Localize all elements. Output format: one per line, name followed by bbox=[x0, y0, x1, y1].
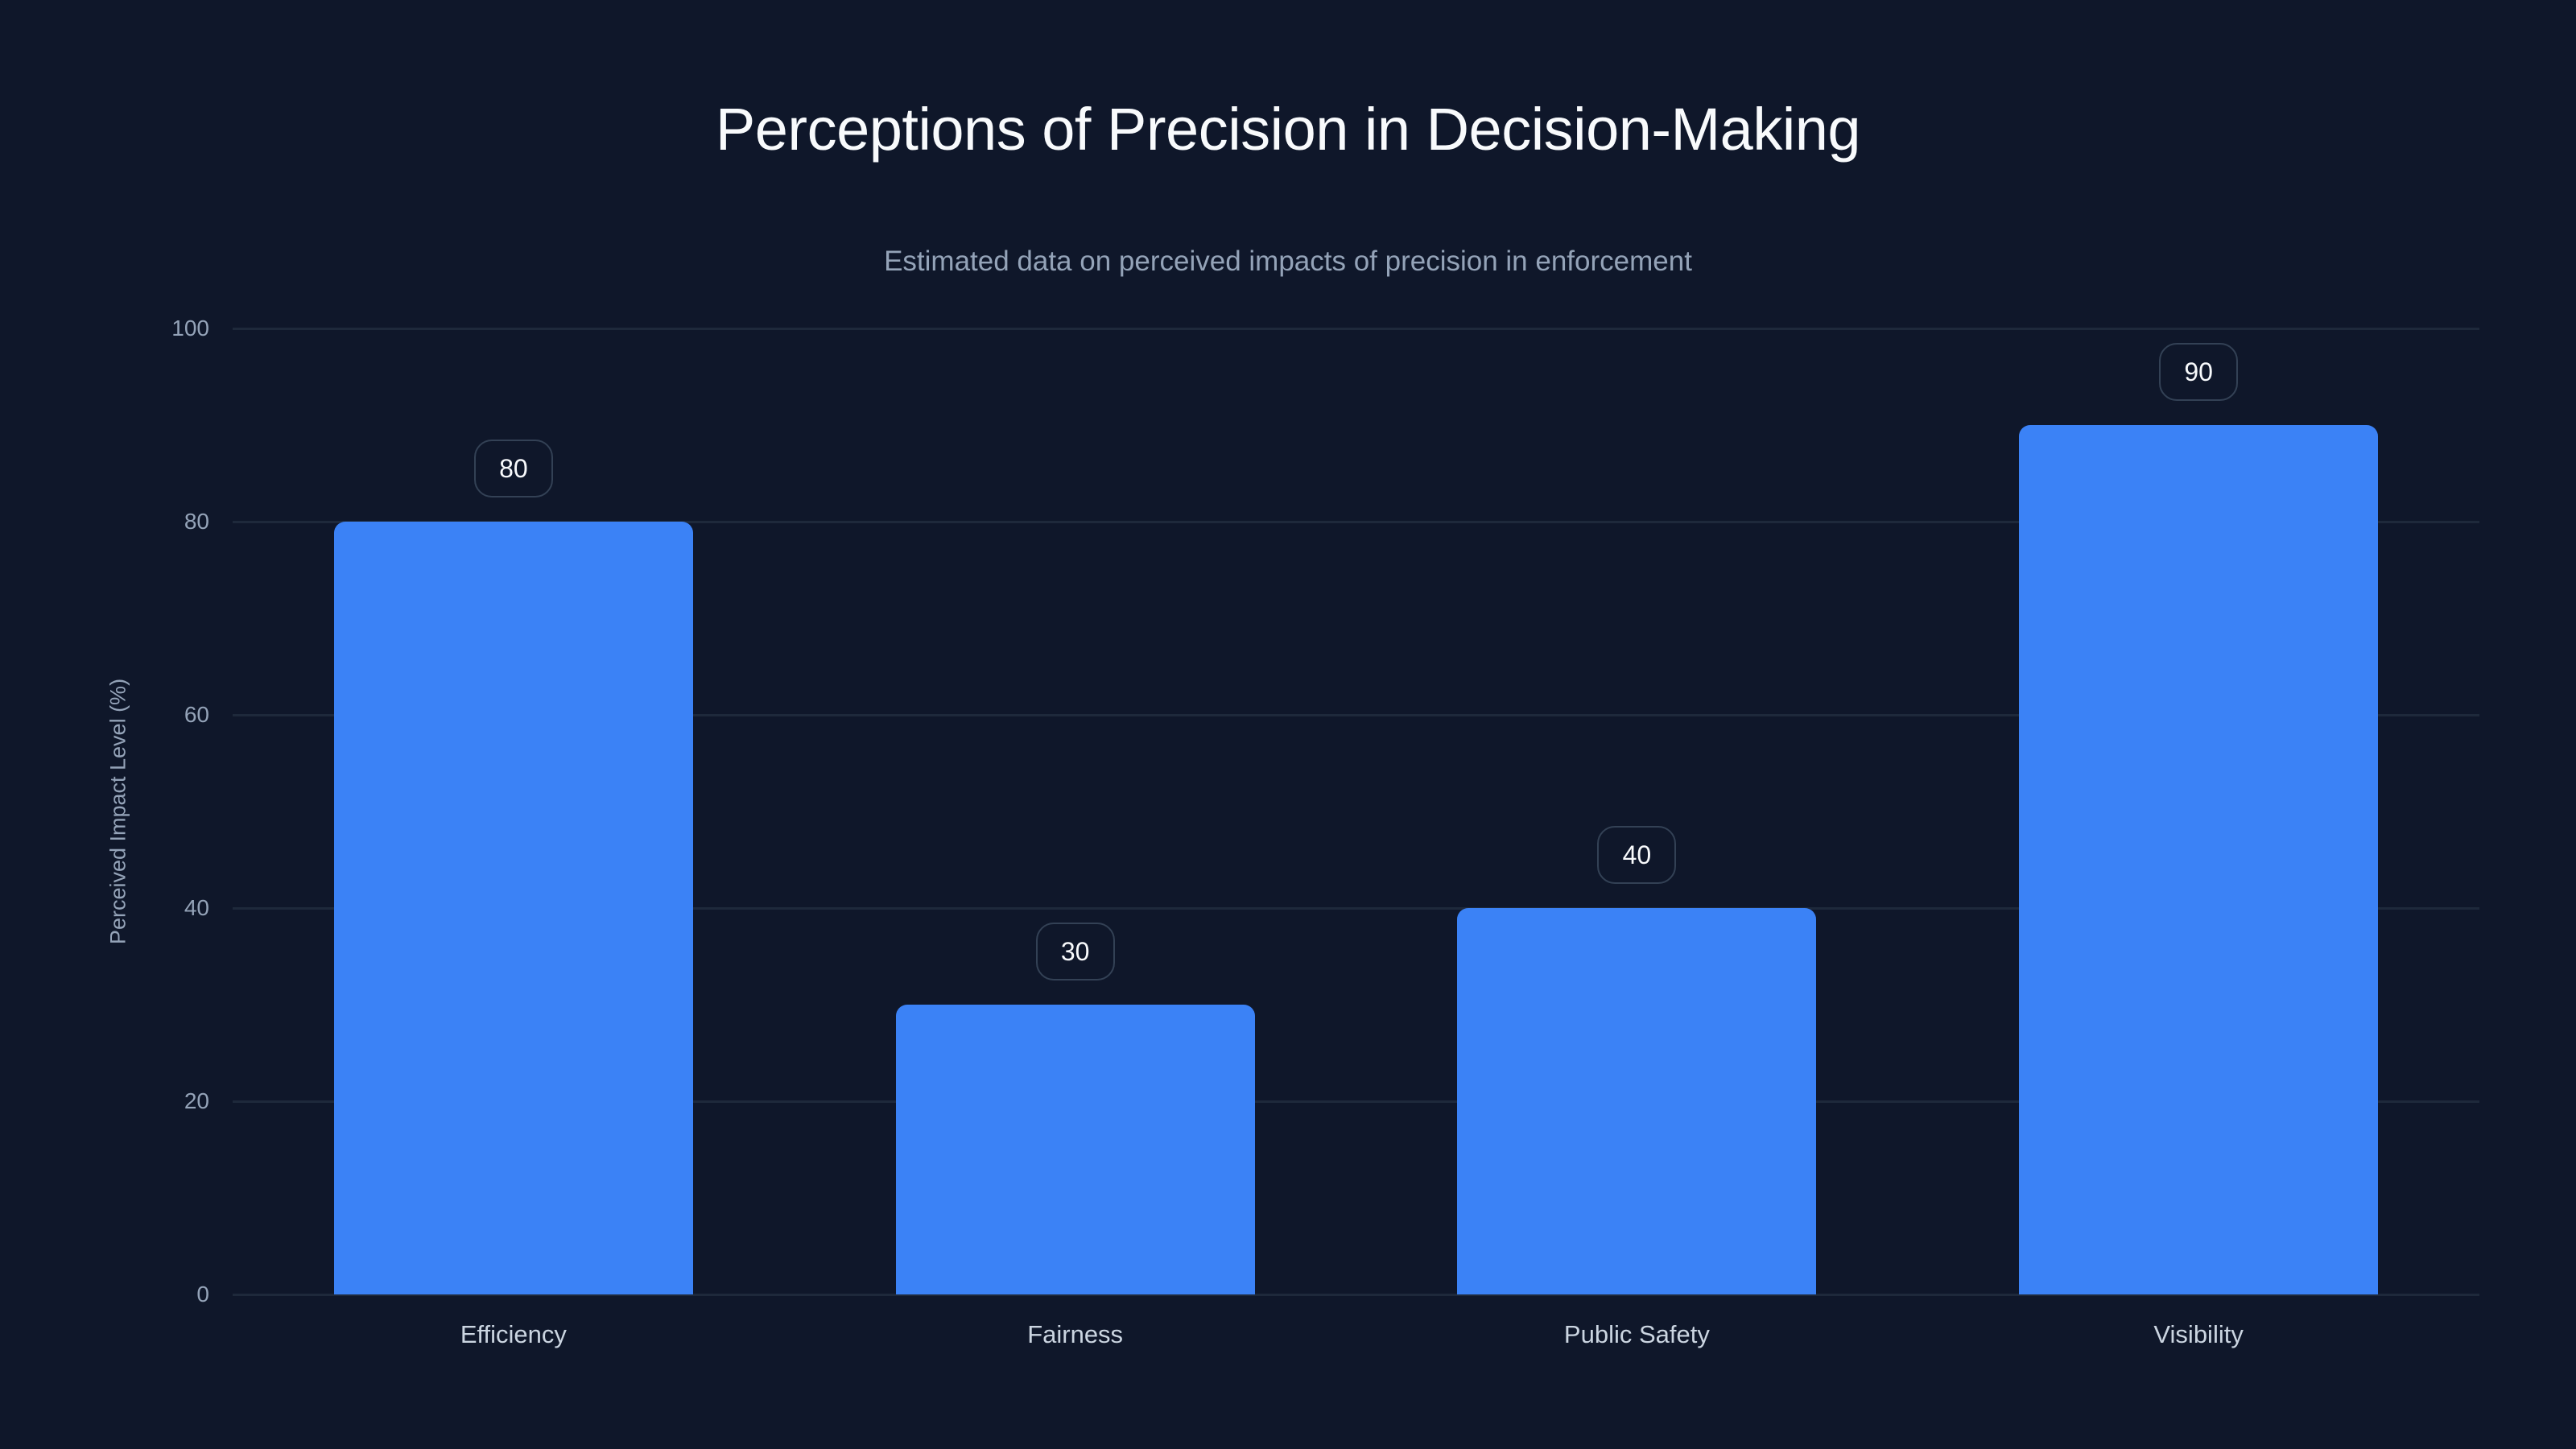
value-label-public-safety: 40 bbox=[1597, 826, 1677, 884]
y-tick-40: 40 bbox=[184, 895, 209, 920]
y-tick-20: 20 bbox=[184, 1088, 209, 1113]
value-label-visibility: 90 bbox=[2159, 343, 2239, 401]
x-tick-public-safety: Public Safety bbox=[1563, 1320, 1710, 1348]
gridline-0 bbox=[233, 1294, 2479, 1296]
x-tick-fairness: Fairness bbox=[1027, 1320, 1124, 1348]
chart-title: Perceptions of Precision in Decision-Mak… bbox=[715, 96, 1861, 163]
y-tick-0: 0 bbox=[196, 1282, 209, 1307]
bar-fairness bbox=[895, 1005, 1255, 1294]
y-tick-100: 100 bbox=[171, 316, 209, 341]
x-tick-visibility: Visibility bbox=[2153, 1320, 2244, 1348]
x-tick-efficiency: Efficiency bbox=[460, 1320, 567, 1348]
value-label-fairness: 30 bbox=[1035, 923, 1115, 980]
gridline-60 bbox=[233, 714, 2479, 716]
gridline-80 bbox=[233, 521, 2479, 523]
y-tick-60: 60 bbox=[184, 702, 209, 727]
gridline-100 bbox=[233, 328, 2479, 330]
bar-public-safety bbox=[1457, 908, 1817, 1294]
chart-subtitle: Estimated data on perceived impacts of p… bbox=[884, 246, 1692, 277]
bar-efficiency bbox=[333, 522, 693, 1294]
gridline-40 bbox=[233, 907, 2479, 910]
gridline-20 bbox=[233, 1100, 2479, 1103]
y-tick-80: 80 bbox=[184, 509, 209, 534]
bar-visibility bbox=[2019, 425, 2379, 1294]
value-label-efficiency: 80 bbox=[473, 440, 553, 497]
plot-area: 100 80 60 40 20 0 80 30 40 90 bbox=[171, 316, 2479, 1307]
